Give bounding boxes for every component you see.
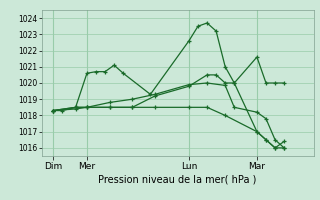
X-axis label: Pression niveau de la mer( hPa ): Pression niveau de la mer( hPa )	[99, 175, 257, 185]
